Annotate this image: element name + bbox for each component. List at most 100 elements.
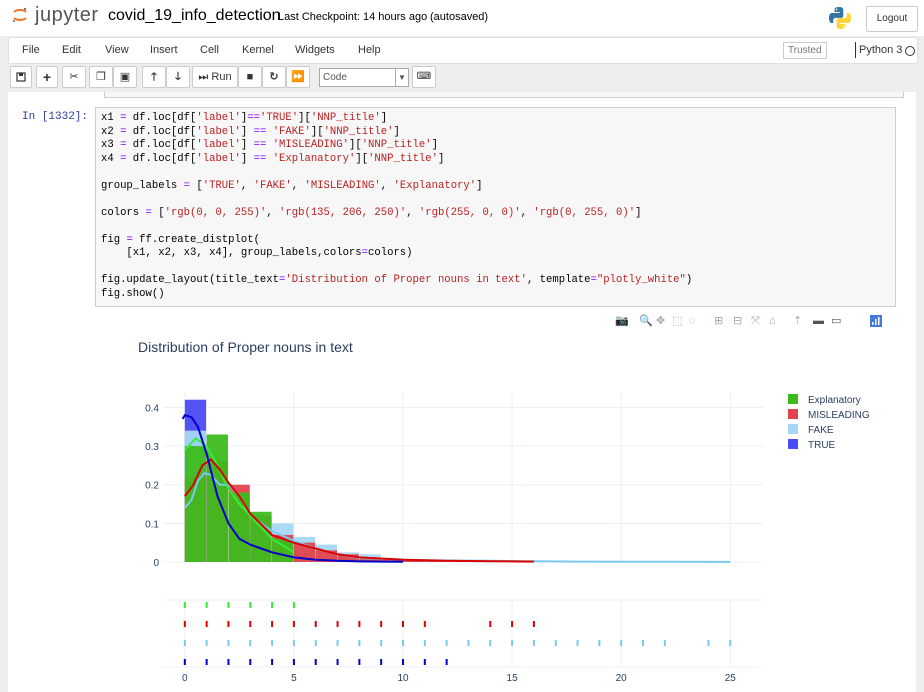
zoom-icon[interactable]: 🔍 bbox=[639, 315, 653, 327]
code-line: x3 = df.loc[df['label'] == 'MISLEADING']… bbox=[101, 139, 438, 151]
x-tick-label: 15 bbox=[507, 673, 519, 684]
autoscale-icon[interactable]: ⤧ bbox=[751, 315, 760, 327]
run-button[interactable]: ⏭ Run bbox=[192, 66, 238, 88]
menu-help[interactable]: Help bbox=[358, 44, 381, 56]
autosave-status: (autosaved) bbox=[430, 11, 489, 23]
logout-button[interactable]: Logout bbox=[866, 6, 918, 32]
y-tick-label: 0.3 bbox=[145, 442, 159, 453]
y-tick-label: 0.1 bbox=[145, 519, 159, 530]
rug-plot bbox=[183, 602, 732, 665]
plotly-logo-icon[interactable] bbox=[870, 314, 882, 328]
code-cell-input[interactable]: x1 = df.loc[df['label']=='TRUE']['NNP_ti… bbox=[95, 107, 896, 307]
chevron-down-icon: ▼ bbox=[395, 69, 408, 86]
legend-swatch bbox=[788, 409, 798, 419]
spike-lines-icon[interactable]: ⇡ bbox=[793, 315, 803, 327]
histogram-bar bbox=[359, 557, 381, 562]
code-line: fig = ff.create_distplot( bbox=[101, 233, 260, 246]
arrow-up-icon: 🡑 bbox=[151, 71, 157, 83]
notebook-container: In [1332]: x1 = df.loc[df['label']=='TRU… bbox=[8, 92, 916, 692]
kernel-status-icon bbox=[905, 46, 915, 56]
cut-button[interactable]: ✂ bbox=[62, 66, 86, 88]
interrupt-button[interactable]: ■ bbox=[238, 66, 262, 88]
pan-icon[interactable]: ✥ bbox=[656, 315, 666, 327]
y-tick-label: 0.4 bbox=[145, 403, 159, 414]
code-editor[interactable]: x1 = df.loc[df['label']=='TRUE']['NNP_ti… bbox=[101, 112, 692, 301]
python-logo-icon bbox=[829, 7, 851, 29]
histogram-bars bbox=[184, 399, 556, 562]
menu-widgets[interactable]: Widgets bbox=[295, 44, 335, 56]
camera-icon[interactable]: 📷 bbox=[615, 315, 629, 327]
restart-run-all-button[interactable]: ⏩ bbox=[286, 66, 310, 88]
move-up-button[interactable]: 🡑 bbox=[142, 66, 166, 88]
cell-type-select[interactable]: Code ▼ bbox=[319, 68, 409, 87]
legend-label: Explanatory bbox=[808, 395, 861, 406]
scissors-icon: ✂ bbox=[69, 71, 79, 83]
home-icon[interactable]: ⌂ bbox=[769, 315, 776, 327]
toolbar: + ✂ ❐ ▣ 🡑 🡓 ⏭ Run ■ ↻ ⏩ Code ▼ ⌨ bbox=[8, 66, 916, 90]
paste-icon: ▣ bbox=[119, 71, 131, 83]
input-prompt: In [1332]: bbox=[22, 111, 89, 123]
menu-kernel[interactable]: Kernel bbox=[242, 44, 274, 56]
stop-icon: ■ bbox=[246, 71, 254, 83]
y-tick-label: 0.2 bbox=[145, 481, 159, 492]
hover-closest-icon[interactable]: ▬ bbox=[813, 315, 824, 327]
insert-cell-button[interactable]: + bbox=[36, 66, 58, 88]
kde-line bbox=[184, 437, 295, 554]
paste-button[interactable]: ▣ bbox=[113, 66, 137, 88]
y-tick-label: 0 bbox=[153, 558, 159, 569]
plus-icon: + bbox=[42, 69, 52, 85]
legend-label: TRUE bbox=[808, 440, 836, 451]
histogram-bar bbox=[315, 550, 338, 562]
code-line: [x1, x2, x3, x4], group_labels,colors=co… bbox=[101, 247, 413, 259]
menu-insert[interactable]: Insert bbox=[150, 44, 178, 56]
code-line: group_labels = ['TRUE', 'FAKE', 'MISLEAD… bbox=[101, 179, 483, 192]
code-line: fig.show() bbox=[101, 287, 165, 300]
chart-grid bbox=[163, 392, 763, 668]
kernel-separator bbox=[855, 42, 856, 58]
move-down-button[interactable]: 🡓 bbox=[166, 66, 190, 88]
zoom-out-icon[interactable]: ⊟ bbox=[733, 315, 743, 327]
kde-curves bbox=[181, 414, 731, 563]
code-line: x2 = df.loc[df['label'] == 'FAKE']['NNP_… bbox=[101, 125, 400, 138]
kernel-name[interactable]: Python 3 bbox=[859, 44, 903, 56]
menu-cell[interactable]: Cell bbox=[200, 44, 219, 56]
kde-line bbox=[181, 414, 404, 563]
x-tick-label: 10 bbox=[397, 673, 409, 684]
previous-cell bbox=[104, 92, 904, 98]
histogram-bar bbox=[403, 560, 425, 562]
chart-axes: 0 0.1 0.2 0.3 0.4 0 5 10 15 20 25 bbox=[145, 403, 736, 684]
x-tick-label: 0 bbox=[182, 673, 188, 684]
restart-button[interactable]: ↻ bbox=[262, 66, 286, 88]
histogram-bar bbox=[381, 558, 403, 562]
code-line: x4 = df.loc[df['label'] == 'Explanatory'… bbox=[101, 152, 445, 165]
run-icon: ⏭ bbox=[198, 71, 209, 83]
jupyter-logo-text[interactable]: jupyter bbox=[35, 4, 99, 26]
x-tick-label: 25 bbox=[725, 673, 737, 684]
copy-icon: ❐ bbox=[96, 71, 106, 83]
menu-file[interactable]: File bbox=[22, 44, 40, 56]
histogram-bar bbox=[184, 446, 207, 562]
trusted-indicator[interactable]: Trusted bbox=[783, 42, 827, 59]
command-palette-button[interactable]: ⌨ bbox=[412, 66, 436, 88]
menu-view[interactable]: View bbox=[105, 44, 129, 56]
x-tick-label: 20 bbox=[616, 673, 628, 684]
code-line: x1 = df.loc[df['label']=='TRUE']['NNP_ti… bbox=[101, 112, 388, 124]
zoom-in-icon[interactable]: ⊞ bbox=[714, 315, 724, 327]
run-label: Run bbox=[211, 71, 232, 83]
notebook-name[interactable]: covid_19_info_detection bbox=[108, 7, 281, 24]
notebook-header: jupyter covid_19_info_detection Last Che… bbox=[0, 0, 924, 36]
chart-legend[interactable]: Explanatory MISLEADING FAKE TRUE bbox=[788, 394, 870, 451]
chart-title: Distribution of Proper nouns in text bbox=[138, 339, 353, 355]
copy-button[interactable]: ❐ bbox=[89, 66, 113, 88]
hover-compare-icon[interactable]: ▭ bbox=[831, 315, 842, 327]
distplot-chart: Distribution of Proper nouns in text 0 0.… bbox=[138, 339, 870, 684]
lasso-icon[interactable]: ◌ bbox=[689, 315, 696, 327]
histogram-bar bbox=[337, 554, 359, 562]
box-select-icon[interactable]: ⬚ bbox=[672, 315, 683, 327]
jupyter-logo-icon[interactable] bbox=[12, 7, 28, 23]
restart-icon: ↻ bbox=[269, 71, 279, 83]
save-button[interactable] bbox=[10, 66, 32, 88]
last-checkpoint: Last Checkpoint: 14 hours ago bbox=[278, 11, 428, 23]
menu-edit[interactable]: Edit bbox=[62, 44, 81, 56]
legend-label: MISLEADING bbox=[808, 410, 870, 421]
